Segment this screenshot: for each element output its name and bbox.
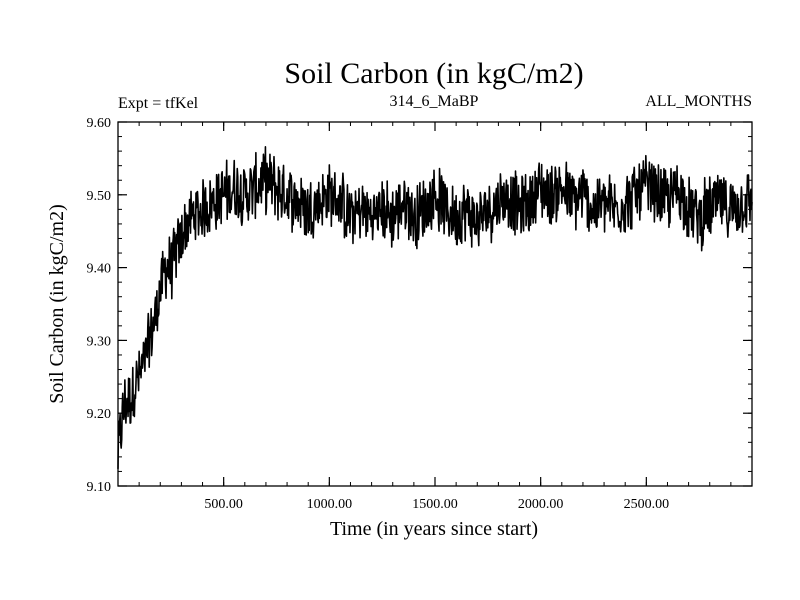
y-tick-label: 9.60 (87, 116, 112, 131)
x-axis-label: Time (in years since start) (330, 518, 538, 540)
x-tick-label: 500.00 (204, 497, 243, 512)
y-tick-label: 9.20 (87, 407, 112, 422)
x-tick-label: 2000.00 (518, 497, 564, 512)
x-tick-label: 1500.00 (412, 497, 458, 512)
x-tick-label: 1000.00 (307, 497, 353, 512)
x-tick-label: 2500.00 (624, 497, 670, 512)
y-tick-label: 9.30 (87, 334, 112, 349)
soil-carbon-series-line (117, 146, 753, 469)
y-tick-label: 9.10 (87, 480, 112, 495)
y-axis-label: Soil Carbon (in kgC/m2) (46, 204, 68, 403)
period-label: 314_6_MaBP (390, 93, 479, 110)
y-tick-label: 9.50 (87, 189, 112, 204)
plot-area: 500.00 1000.00 1500.00 2000.00 2500.00 9.10 9.… (87, 116, 753, 512)
chart-title: Soil Carbon (in kgC/m2) (284, 57, 583, 90)
y-tick-label: 9.40 (87, 262, 112, 277)
experiment-label: Expt = tfKel (118, 95, 199, 112)
months-label: ALL_MONTHS (645, 93, 752, 110)
